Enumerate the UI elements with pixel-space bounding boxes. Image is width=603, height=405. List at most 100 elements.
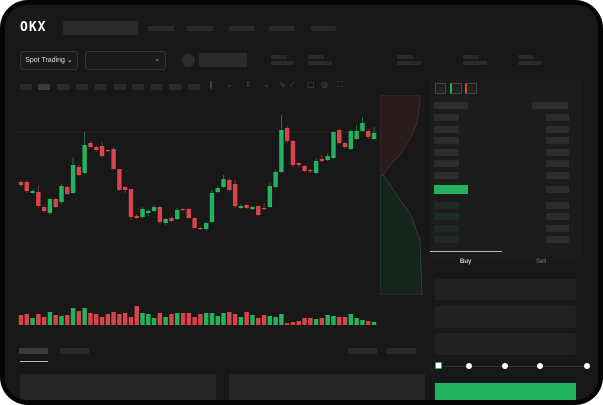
- volume-bar: [256, 318, 261, 325]
- volume-bar: [128, 317, 134, 325]
- tab-sell[interactable]: Sell: [536, 259, 547, 265]
- candle-body: [94, 147, 99, 150]
- volume-bar: [169, 314, 174, 325]
- candle-body: [232, 184, 238, 206]
- candle-body: [70, 165, 76, 193]
- camera-icon[interactable]: ▢: [307, 80, 315, 89]
- interval-button[interactable]: [114, 84, 126, 90]
- bid-size: [546, 225, 569, 232]
- nav-item[interactable]: [187, 26, 213, 31]
- ruler-icon[interactable]: ∕: [292, 80, 294, 89]
- interval-button-active[interactable]: [38, 84, 50, 90]
- chevron-down-icon[interactable]: ⌄: [226, 80, 233, 89]
- indicator-icon[interactable]: ⫪: [246, 80, 251, 89]
- volume-bar: [354, 318, 359, 325]
- search-placeholder[interactable]: [63, 21, 138, 35]
- candle-up: [140, 207, 145, 218]
- buy-button[interactable]: [435, 383, 576, 400]
- volume-bar: [325, 315, 330, 325]
- candle-body: [348, 131, 354, 149]
- candle-down: [302, 165, 307, 172]
- volume-bar: [261, 315, 267, 325]
- volume-bar: [250, 315, 255, 325]
- slider-handle[interactable]: [435, 362, 442, 369]
- pair-select[interactable]: ⌄: [85, 51, 166, 70]
- nav-item[interactable]: [229, 26, 255, 31]
- nav-item[interactable]: [311, 26, 336, 31]
- filter-button[interactable]: [348, 348, 377, 354]
- interval-button[interactable]: [132, 84, 144, 90]
- chevron-down-icon[interactable]: ⌄: [263, 80, 270, 89]
- candle-up: [267, 183, 273, 208]
- interval-button[interactable]: [169, 84, 181, 90]
- app-screen: OKX Spot Trading ⌄ ⌄ ∥ ⌄ ⫪ ⌄ ∿ ∕ ▢ ◎ ⛶: [5, 5, 598, 400]
- ask-depth-area: [380, 95, 421, 176]
- amount-input[interactable]: [435, 306, 576, 328]
- settings-icon[interactable]: ◎: [321, 80, 328, 89]
- tab-order-history[interactable]: [60, 348, 89, 354]
- total-input[interactable]: [435, 333, 576, 355]
- nav-item[interactable]: [269, 26, 295, 31]
- candle-body: [209, 193, 215, 222]
- candle-up: [163, 218, 168, 225]
- depth-chart: [380, 95, 423, 295]
- price-input[interactable]: [435, 279, 576, 300]
- interval-button[interactable]: [76, 84, 88, 90]
- market-type-select[interactable]: Spot Trading ⌄: [20, 51, 78, 70]
- interval-button[interactable]: [20, 84, 32, 90]
- bid-price: [434, 213, 459, 220]
- interval-button[interactable]: [188, 84, 200, 90]
- candle-body: [238, 206, 244, 208]
- candle-body: [82, 145, 87, 173]
- candle-down: [53, 198, 58, 208]
- interval-button[interactable]: [151, 84, 163, 90]
- candle-body: [65, 187, 70, 194]
- slider-step-50[interactable]: [502, 363, 508, 369]
- active-tab-underline: [20, 361, 48, 362]
- candle-up: [209, 190, 215, 223]
- candle-body: [180, 209, 186, 211]
- interval-button[interactable]: [95, 84, 107, 90]
- stat-label: [308, 55, 324, 59]
- stat-value: [271, 61, 294, 65]
- slider-step-75[interactable]: [537, 363, 543, 369]
- candle-body: [302, 166, 307, 171]
- tab-buy[interactable]: Buy: [460, 259, 472, 265]
- candle-body: [30, 191, 35, 193]
- volume-bar: [47, 312, 53, 325]
- candlestick-chart[interactable]: [5, 5, 385, 335]
- candle-body: [76, 167, 82, 175]
- slider-step-25[interactable]: [466, 363, 472, 369]
- slider-step-100[interactable]: [584, 363, 590, 369]
- order-book-header: [434, 102, 468, 109]
- bid-depth-area: [380, 174, 423, 295]
- volume-bar: [88, 313, 93, 325]
- ask-price: [434, 160, 459, 167]
- tab-open-orders[interactable]: [19, 348, 48, 354]
- stat-label: [397, 55, 413, 59]
- candle-body: [99, 146, 105, 156]
- ask-size: [546, 160, 569, 167]
- volume-bar: [65, 315, 70, 325]
- candle-down: [24, 180, 29, 193]
- order-book-bids-icon[interactable]: [450, 83, 462, 94]
- candle-down: [36, 186, 41, 208]
- candle-body: [261, 208, 267, 210]
- filter-button[interactable]: [387, 348, 416, 354]
- candle-up: [371, 127, 377, 140]
- volume-bar: [290, 322, 296, 325]
- nav-item[interactable]: [148, 26, 174, 31]
- candle-up: [215, 186, 220, 193]
- fullscreen-icon[interactable]: ⛶: [337, 80, 343, 89]
- candle-down: [186, 208, 192, 219]
- market-type-label: Spot Trading: [25, 57, 65, 64]
- okx-logo[interactable]: OKX: [20, 20, 47, 35]
- wave-icon[interactable]: ∿: [279, 80, 286, 89]
- interval-button[interactable]: [57, 84, 69, 90]
- volume-bar: [319, 318, 325, 325]
- candle-type-icon[interactable]: ∥: [209, 80, 213, 89]
- slider-track[interactable]: [439, 366, 589, 367]
- order-book-both-icon[interactable]: [435, 83, 446, 94]
- order-book-asks-icon[interactable]: [465, 83, 477, 94]
- volume-bar: [279, 314, 284, 325]
